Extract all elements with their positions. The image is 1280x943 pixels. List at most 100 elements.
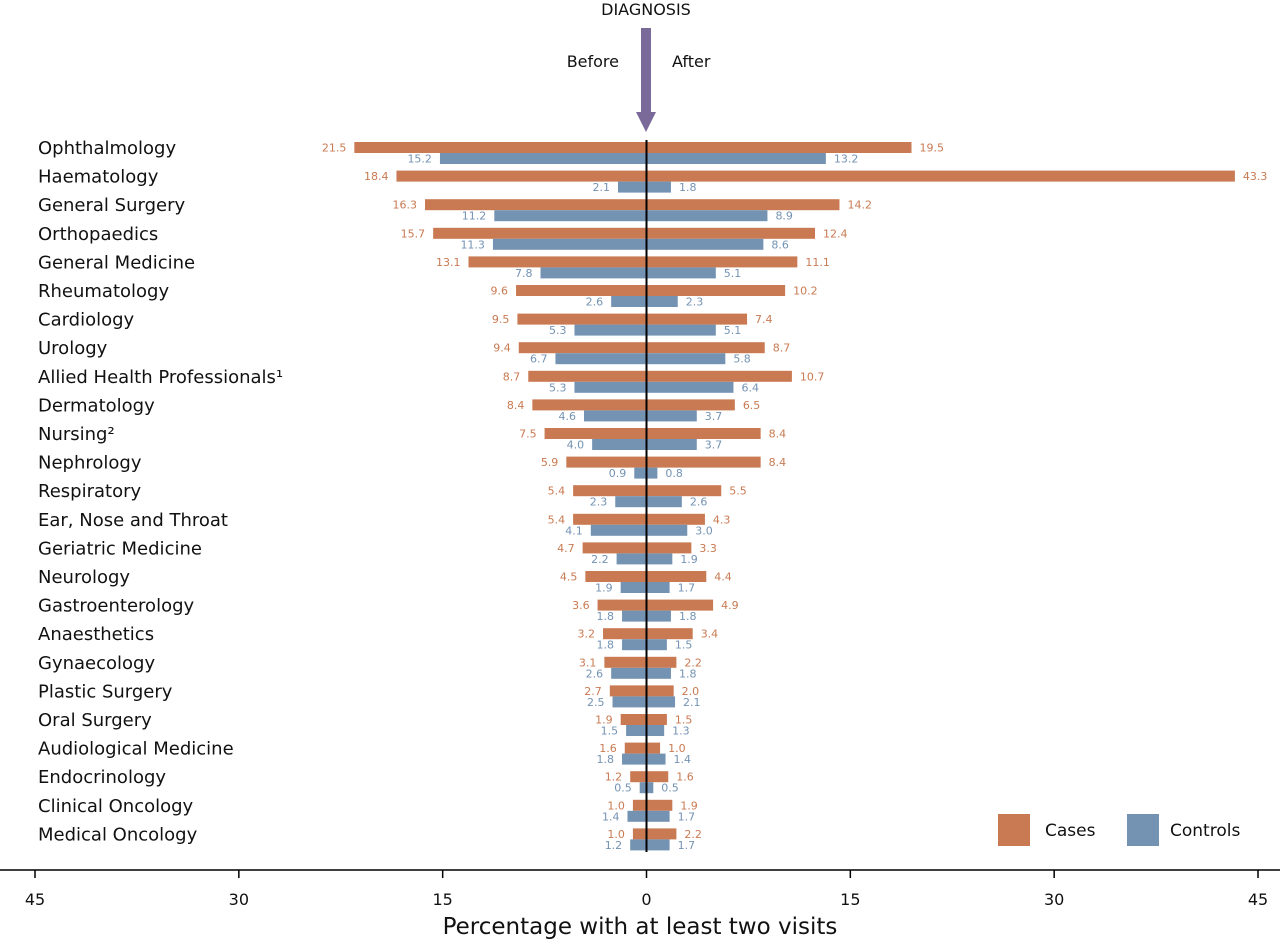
bar-cases-after-medical-oncology: [646, 828, 677, 840]
value-label-controls-before-dermatology: 4.6: [558, 410, 576, 423]
value-label-cases-before-clinical-oncology: 1.0: [607, 799, 625, 812]
value-label-cases-after-ophthalmology: 19.5: [919, 142, 944, 155]
value-label-controls-after-respiratory: 2.6: [690, 496, 708, 509]
value-label-controls-before-medical-oncology: 1.2: [605, 839, 623, 852]
value-label-cases-after-urology: 8.7: [773, 342, 791, 355]
value-label-cases-after-neurology: 4.4: [714, 571, 732, 584]
bar-cases-before-nursing: [544, 428, 647, 439]
value-label-cases-before-neurology: 4.5: [560, 571, 578, 584]
value-label-cases-before-endocrinology: 1.2: [605, 771, 623, 784]
value-label-controls-before-gastroenterology: 1.8: [597, 610, 615, 623]
x-axis: 45 30 15 0 15 30 45 Percentage with at least t…: [0, 869, 1280, 940]
value-label-controls-after-oral-surgery: 1.3: [672, 725, 690, 738]
category-label-nephrology: Nephrology: [38, 453, 142, 474]
value-label-controls-after-clinical-oncology: 1.7: [678, 810, 696, 823]
bar-cases-after-anaesthetics: [646, 628, 693, 640]
bar-controls-before-plastic-surgery: [612, 696, 647, 708]
value-label-controls-after-anaesthetics: 1.5: [675, 639, 693, 652]
value-label-controls-after-plastic-surgery: 2.1: [683, 696, 701, 709]
legend: Cases Controls: [998, 814, 1240, 846]
value-label-cases-before-allied-health-professionals: 8.7: [503, 370, 521, 383]
diagnosis-arrow-head: [636, 112, 656, 132]
bar-controls-after-general-surgery: [646, 210, 768, 222]
bar-cases-before-medical-oncology: [632, 828, 647, 840]
value-labels: 21.5 19.5 15.2 13.2 18.4 43.3 2.1 1.8 16.3 14.2 11…: [322, 142, 1268, 852]
bar-controls-before-gynaecology: [611, 667, 647, 679]
value-label-controls-after-ear-nose-and-throat: 3.0: [695, 524, 713, 537]
bar-cases-before-gynaecology: [604, 656, 647, 668]
value-label-cases-after-anaesthetics: 3.4: [701, 628, 719, 641]
value-label-controls-before-general-surgery: 11.2: [462, 210, 487, 223]
category-label-rheumatology: Rheumatology: [38, 281, 169, 302]
value-label-controls-before-haematology: 2.1: [592, 181, 610, 194]
value-label-controls-after-rheumatology: 2.3: [686, 296, 704, 309]
bar-controls-before-neurology: [620, 582, 647, 593]
legend-label-cases: Cases: [1045, 821, 1096, 841]
value-label-cases-before-ophthalmology: 21.5: [322, 142, 347, 155]
bar-cases-before-audiological-medicine: [624, 742, 647, 754]
bar-cases-after-audiological-medicine: [646, 742, 661, 754]
bar-cases-before-cardiology: [517, 313, 647, 325]
value-label-cases-before-plastic-surgery: 2.7: [584, 685, 602, 698]
diagnosis-label: DIAGNOSIS: [601, 0, 691, 19]
category-label-gastroenterology: Gastroenterology: [38, 596, 195, 617]
value-label-cases-before-haematology: 18.4: [364, 170, 389, 183]
bar-cases-before-endocrinology: [630, 771, 647, 783]
value-label-controls-before-neurology: 1.9: [595, 582, 613, 595]
bar-cases-after-oral-surgery: [646, 714, 667, 725]
bar-controls-before-audiological-medicine: [622, 753, 647, 765]
value-label-controls-after-gynaecology: 1.8: [679, 667, 697, 680]
value-label-cases-before-oral-surgery: 1.9: [595, 714, 613, 727]
value-label-controls-before-allied-health-professionals: 5.3: [549, 381, 567, 394]
bar-cases-before-nephrology: [566, 456, 647, 468]
value-label-cases-before-rheumatology: 9.6: [491, 285, 509, 298]
bar-cases-before-haematology: [396, 170, 647, 182]
bar-controls-after-orthopaedics: [646, 238, 764, 250]
value-label-controls-before-rheumatology: 2.6: [586, 296, 604, 309]
value-label-controls-after-ophthalmology: 13.2: [834, 153, 859, 166]
value-label-controls-after-cardiology: 5.1: [724, 324, 742, 337]
bar-controls-after-gastroenterology: [646, 610, 671, 622]
bar-controls-after-ophthalmology: [646, 153, 826, 164]
value-label-cases-before-ear-nose-and-throat: 5.4: [548, 513, 566, 526]
category-label-respiratory: Respiratory: [38, 481, 141, 502]
value-label-cases-after-ear-nose-and-throat: 4.3: [713, 513, 731, 526]
category-label-general-surgery: General Surgery: [38, 195, 185, 216]
value-label-cases-before-anaesthetics: 3.2: [578, 628, 596, 641]
bar-cases-before-general-surgery: [425, 199, 647, 211]
value-label-controls-after-geriatric-medicine: 1.9: [680, 553, 698, 566]
bar-controls-after-nursing: [646, 439, 697, 450]
bar-controls-before-urology: [555, 353, 647, 365]
category-label-orthopaedics: Orthopaedics: [38, 224, 158, 245]
bar-controls-after-clinical-oncology: [646, 810, 670, 822]
bar-cases-before-neurology: [585, 571, 647, 582]
diagnosis-arrow-shaft: [641, 28, 651, 114]
bar-cases-before-plastic-surgery: [609, 685, 647, 697]
bar-cases-after-dermatology: [646, 399, 735, 411]
x-tick-label: 0: [641, 890, 651, 909]
bar-cases-after-general-medicine: [646, 256, 798, 268]
bar-controls-before-oral-surgery: [626, 725, 647, 736]
bar-controls-after-haematology: [646, 181, 671, 193]
value-label-controls-before-nursing: 4.0: [567, 439, 585, 452]
bar-controls-before-general-medicine: [540, 267, 647, 279]
value-label-cases-before-geriatric-medicine: 4.7: [557, 542, 575, 555]
value-label-controls-after-gastroenterology: 1.8: [679, 610, 697, 623]
category-label-neurology: Neurology: [38, 567, 130, 588]
bar-cases-after-geriatric-medicine: [646, 542, 692, 554]
bar-controls-before-ear-nose-and-throat: [590, 524, 647, 536]
bar-cases-after-endocrinology: [646, 771, 669, 783]
value-label-controls-after-audiological-medicine: 1.4: [674, 753, 692, 766]
bar-controls-before-nursing: [592, 439, 647, 450]
bar-controls-after-allied-health-professionals: [646, 381, 734, 393]
bar-controls-after-medical-oncology: [646, 839, 670, 851]
category-label-ear-nose-and-throat: Ear, Nose and Throat: [38, 510, 228, 531]
bar-cases-after-rheumatology: [646, 285, 786, 296]
value-label-controls-after-nursing: 3.7: [705, 439, 723, 452]
category-label-clinical-oncology: Clinical Oncology: [38, 796, 194, 817]
value-label-cases-before-cardiology: 9.5: [492, 313, 510, 326]
x-tick-label: 45: [1248, 890, 1268, 909]
category-label-allied-health-professionals: Allied Health Professionals¹: [38, 367, 283, 388]
bar-controls-before-gastroenterology: [622, 610, 647, 622]
value-label-controls-before-nephrology: 0.9: [609, 467, 627, 480]
